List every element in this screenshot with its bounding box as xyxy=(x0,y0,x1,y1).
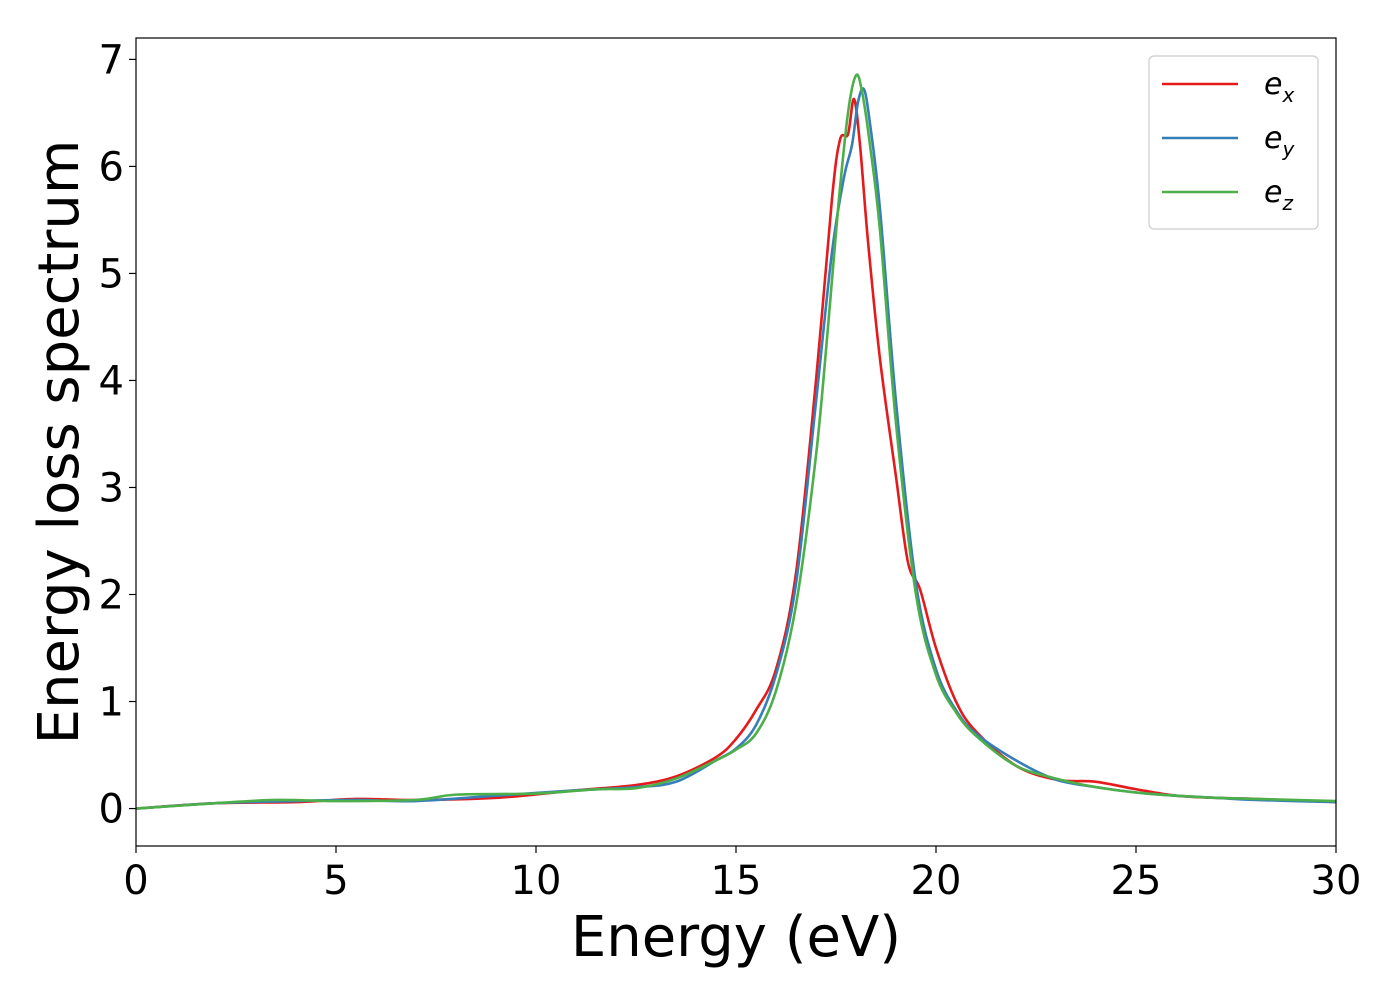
legend-label-y: ey xyxy=(1264,121,1295,161)
legend: ex ey ez xyxy=(1148,55,1319,230)
x-tick-label: 25 xyxy=(1111,858,1162,904)
x-axis-ticks: 0 5 10 15 20 25 30 xyxy=(123,846,1361,904)
legend-box xyxy=(1148,55,1319,230)
y-axis-label: Energy loss spectrum xyxy=(27,140,92,745)
x-tick-label: 20 xyxy=(911,858,962,904)
y-tick-label: 1 xyxy=(99,680,124,726)
x-tick-label: 15 xyxy=(711,858,762,904)
legend-label-x: ex xyxy=(1264,67,1294,107)
legend-label-z: ez xyxy=(1264,175,1293,215)
y-tick-label: 2 xyxy=(99,573,124,619)
x-tick-label: 0 xyxy=(123,858,148,904)
series-layer xyxy=(136,73,1336,810)
y-tick-label: 7 xyxy=(99,37,124,83)
x-axis-label: Energy (eV) xyxy=(571,905,901,970)
series-line-z xyxy=(136,73,1336,810)
x-tick-label: 10 xyxy=(511,858,562,904)
y-axis-ticks: 0 1 2 3 4 5 6 7 xyxy=(99,37,136,833)
y-tick-label: 5 xyxy=(99,251,124,297)
y-tick-label: 3 xyxy=(99,465,124,511)
x-tick-label: 5 xyxy=(323,858,348,904)
y-tick-label: 0 xyxy=(99,787,124,833)
y-tick-label: 6 xyxy=(99,144,124,190)
y-tick-label: 4 xyxy=(99,358,124,404)
x-tick-label: 30 xyxy=(1311,858,1362,904)
